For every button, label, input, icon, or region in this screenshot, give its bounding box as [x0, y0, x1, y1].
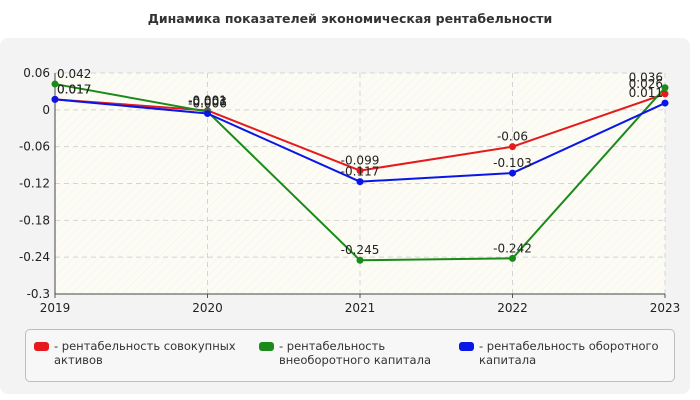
data-label-s1-2019: 0.017 [57, 82, 91, 96]
y-tick-label: 0 [42, 103, 50, 117]
data-label-s1-2021: -0.099 [341, 154, 380, 168]
data-point-s1-2021 [356, 167, 364, 175]
x-tick-label: 2021 [345, 301, 376, 315]
data-point-s3-2020 [204, 110, 211, 118]
data-point-s2-2022 [509, 254, 516, 262]
data-point-s3-2021 [356, 178, 364, 186]
data-label-s1-2023: 0.026 [629, 77, 663, 91]
legend-label-working-capital: - рентабельность оборотного капитала [479, 339, 659, 367]
data-label-s3-2022: -0.103 [493, 156, 532, 170]
x-tick-label: 2023 [650, 301, 681, 315]
data-label-s2-2023: 0.036 [629, 71, 663, 85]
data-label-s3-2020: -0.006 [188, 97, 227, 111]
data-label-s3-2021: -0.117 [341, 165, 380, 179]
chart-title: Динамика показателей экономическая рента… [147, 11, 553, 26]
legend-item-working-capital[interactable]: - рентабельность оборотного капитала [459, 339, 659, 367]
data-point-s1-2022 [509, 143, 516, 151]
y-tick-label: -0.24 [19, 250, 50, 264]
y-tick-label: -0.12 [19, 177, 50, 191]
x-tick-label: 2019 [40, 301, 71, 315]
data-label-s3-2023: 0.011 [629, 86, 663, 100]
x-tick-label: 2020 [192, 301, 223, 315]
data-point-s2-2019 [51, 80, 59, 88]
legend-item-fixed-capital[interactable]: - рентабельность внеоборотного капитала [259, 339, 431, 367]
legend-label-fixed-capital-line2: внеоборотного капитала [279, 353, 431, 367]
data-point-s2-2023 [661, 84, 669, 92]
data-label-s2-2021: -0.245 [341, 243, 380, 257]
legend-label-fixed-capital-line1: - рентабельность [279, 339, 386, 353]
legend-label-assets-line1: - рентабельность совокупных [54, 339, 236, 353]
legend-swatch-assets [34, 342, 49, 351]
data-point-s3-2023 [661, 99, 669, 107]
legend-label-working-capital-line1: - рентабельность оборотного [479, 339, 659, 353]
legend-label-assets-line2: активов [54, 353, 103, 367]
data-label-s1-2022: -0.06 [497, 130, 528, 144]
data-label-s2-2019: 0.042 [57, 67, 91, 81]
legend-swatch-fixed-capital [259, 342, 274, 351]
data-point-s3-2022 [509, 169, 516, 177]
data-label-s2-2022: -0.242 [493, 241, 532, 255]
legend-label-fixed-capital: - рентабельность внеоборотного капитала [279, 339, 431, 367]
data-label-s1-2020: -0.001 [188, 93, 227, 107]
data-point-s2-2021 [356, 256, 364, 264]
data-point-s1-2023 [661, 90, 669, 98]
legend-label-assets: - рентабельность совокупных активов [54, 339, 236, 367]
x-tick-label: 2022 [497, 301, 528, 315]
y-tick-label: -0.18 [19, 213, 50, 227]
data-label-s3-2019: 0.017 [57, 82, 91, 96]
y-tick-label: 0.06 [23, 66, 50, 80]
y-tick-label: -0.06 [19, 140, 50, 154]
data-label-s2-2020: -0.003 [188, 95, 227, 109]
data-point-s3-2019 [51, 95, 59, 103]
legend-item-assets[interactable]: - рентабельность совокупных активов [34, 339, 236, 367]
y-tick-label: -0.3 [27, 287, 50, 301]
legend: - рентабельность совокупных активов - ре… [25, 329, 675, 382]
legend-swatch-working-capital [459, 342, 474, 351]
legend-label-working-capital-line2: капитала [479, 353, 537, 367]
